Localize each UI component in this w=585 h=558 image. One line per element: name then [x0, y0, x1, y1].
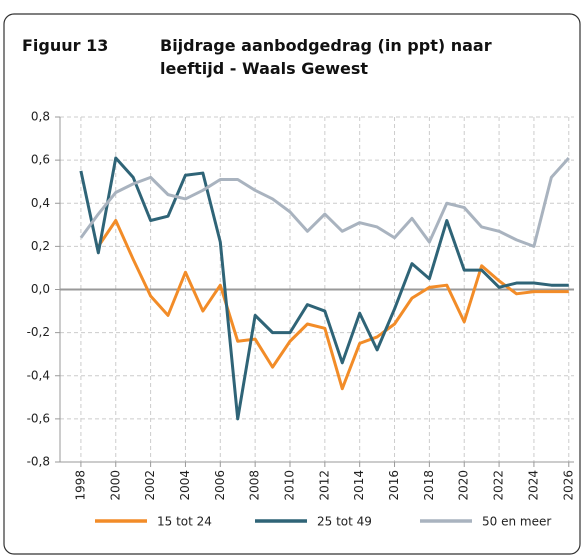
y-tick-label: 0,8 [31, 110, 50, 124]
y-tick-label: 0,0 [31, 282, 50, 296]
x-tick-label: 2020 [457, 470, 471, 501]
y-tick-label: 0,6 [31, 153, 50, 167]
x-tick-label: 2014 [352, 470, 366, 501]
x-tick-label: 2008 [248, 470, 262, 501]
series-line [97, 219, 569, 391]
x-tick-label: 1998 [73, 470, 87, 501]
legend-label: 50 en meer [482, 515, 551, 529]
y-tick-label: -0,4 [27, 368, 50, 382]
y-tick-label: 0,4 [31, 196, 50, 210]
legend-label: 25 tot 49 [317, 515, 372, 529]
x-tick-label: 2016 [387, 470, 401, 501]
x-tick-label: 2012 [317, 470, 331, 501]
series-line [79, 156, 570, 248]
x-tick-label: 2004 [178, 470, 192, 501]
figure-label: Figuur 13 [22, 36, 109, 55]
x-tick-label: 2010 [282, 470, 296, 501]
y-tick-label: -0,6 [27, 411, 50, 425]
frame [3, 13, 581, 555]
x-tick-label: 2026 [561, 470, 575, 501]
x-tick-label: 2022 [492, 470, 506, 501]
x-tick-label: 2006 [213, 470, 227, 501]
chart-title: Bijdrage aanbodgedrag (in ppt) naar leef… [160, 36, 492, 78]
y-tick-label: 0,2 [31, 239, 50, 253]
x-tick-label: 2000 [108, 470, 122, 501]
x-tick-label: 2018 [422, 470, 436, 501]
series-line [79, 156, 569, 421]
y-tick-label: -0,8 [27, 455, 50, 469]
legend-label: 15 tot 24 [157, 515, 212, 529]
x-tick-label: 2024 [526, 470, 540, 501]
y-tick-label: -0,2 [27, 325, 50, 339]
x-tick-label: 2002 [143, 470, 157, 501]
